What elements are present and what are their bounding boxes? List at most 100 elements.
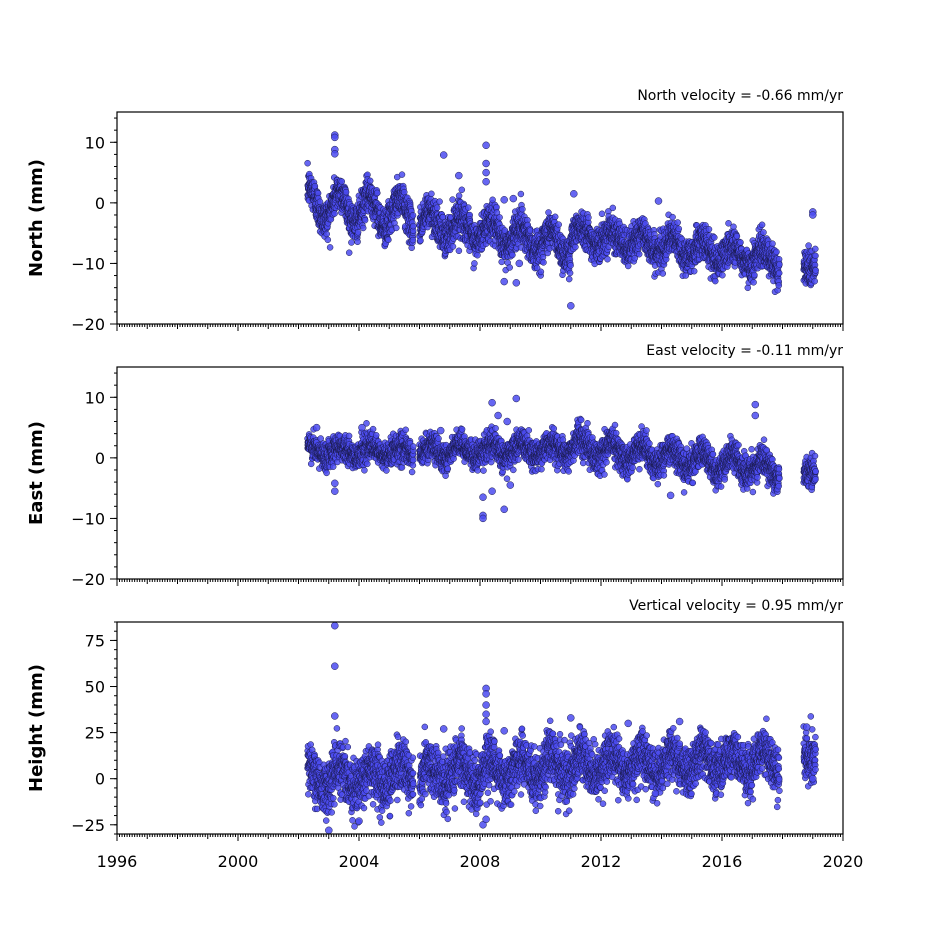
data-point [733, 233, 741, 240]
data-point [323, 230, 330, 238]
data-point [760, 229, 767, 236]
data-point [585, 214, 592, 221]
data-points [304, 131, 819, 310]
outlier-point [482, 168, 490, 177]
outlier-point [331, 133, 339, 142]
data-point [417, 237, 424, 244]
data-point [345, 432, 353, 440]
data-point [393, 224, 400, 232]
data-point [474, 251, 481, 259]
outlier-point [654, 197, 663, 205]
outlier-point [482, 159, 490, 168]
data-point [773, 248, 780, 256]
data-point [449, 243, 457, 250]
data-point [428, 190, 435, 198]
data-point [674, 219, 681, 226]
data-point [410, 222, 417, 230]
outlier-point [515, 259, 524, 268]
data-point [566, 269, 574, 277]
data-point [342, 188, 350, 196]
data-point [551, 213, 559, 221]
data-point [635, 250, 643, 258]
outlier-point [455, 171, 463, 180]
y-tick-label: −10 [71, 254, 105, 273]
data-point [496, 214, 503, 221]
data-point [812, 252, 819, 260]
data-point [465, 204, 472, 211]
outlier-point [500, 196, 508, 204]
data-point [545, 209, 552, 216]
data-point [750, 279, 757, 286]
data-point [572, 243, 579, 251]
data-point [409, 236, 417, 244]
data-point [690, 267, 698, 275]
outlier-point [509, 194, 518, 203]
data-point [517, 190, 525, 198]
data-point [458, 186, 466, 194]
outlier-point [512, 279, 521, 287]
data-point [436, 198, 443, 205]
data-point [609, 204, 617, 212]
data-point [354, 238, 361, 246]
data-point [758, 221, 766, 229]
data-point [455, 192, 463, 199]
data-point [329, 463, 337, 470]
data-point [604, 255, 611, 263]
data-point [751, 271, 758, 279]
outlier-point [331, 150, 339, 158]
data-point [598, 210, 606, 218]
data-point [705, 226, 713, 233]
data-point [737, 239, 744, 246]
outlier-point [570, 190, 578, 198]
data-point [659, 270, 667, 277]
data-point [669, 213, 676, 221]
data-point [675, 225, 683, 233]
data-point [364, 460, 371, 468]
data-point [811, 277, 818, 285]
data-point [311, 182, 319, 190]
data-point [345, 249, 353, 256]
data-point [493, 203, 500, 211]
data-point [354, 229, 362, 236]
data-point [455, 247, 463, 255]
data-point [509, 251, 516, 259]
plot-frame [116, 111, 844, 325]
outlier-point [500, 277, 508, 286]
data-point [385, 236, 392, 244]
data-point [433, 204, 441, 211]
data-point [776, 261, 783, 268]
data-points [304, 394, 819, 523]
data-point [719, 271, 726, 279]
data-point [324, 236, 332, 244]
data-point [374, 189, 381, 197]
data-point [555, 221, 562, 228]
panel-title: North velocity = -0.66 mm/yr [637, 88, 843, 104]
data-point [506, 264, 513, 271]
data-point [519, 205, 526, 213]
outlier-point [567, 302, 575, 310]
data-point [812, 267, 819, 274]
data-point [331, 210, 338, 217]
data-point [316, 198, 324, 206]
data-point [537, 268, 545, 276]
data-point [338, 178, 346, 185]
data-point [326, 244, 334, 251]
data-point [361, 467, 368, 474]
data-point [348, 239, 355, 246]
data-point [361, 216, 369, 224]
data-point [775, 269, 783, 277]
data-point [398, 171, 406, 178]
outlier-point [809, 211, 817, 219]
data-point [712, 277, 719, 285]
data-point [401, 188, 408, 196]
x-ticks [116, 324, 844, 331]
y-tick-label: −20 [71, 315, 105, 334]
data-point [449, 196, 456, 203]
data-point [812, 245, 819, 253]
data-point [730, 223, 737, 231]
data-point [471, 260, 478, 267]
data-point [409, 212, 417, 219]
